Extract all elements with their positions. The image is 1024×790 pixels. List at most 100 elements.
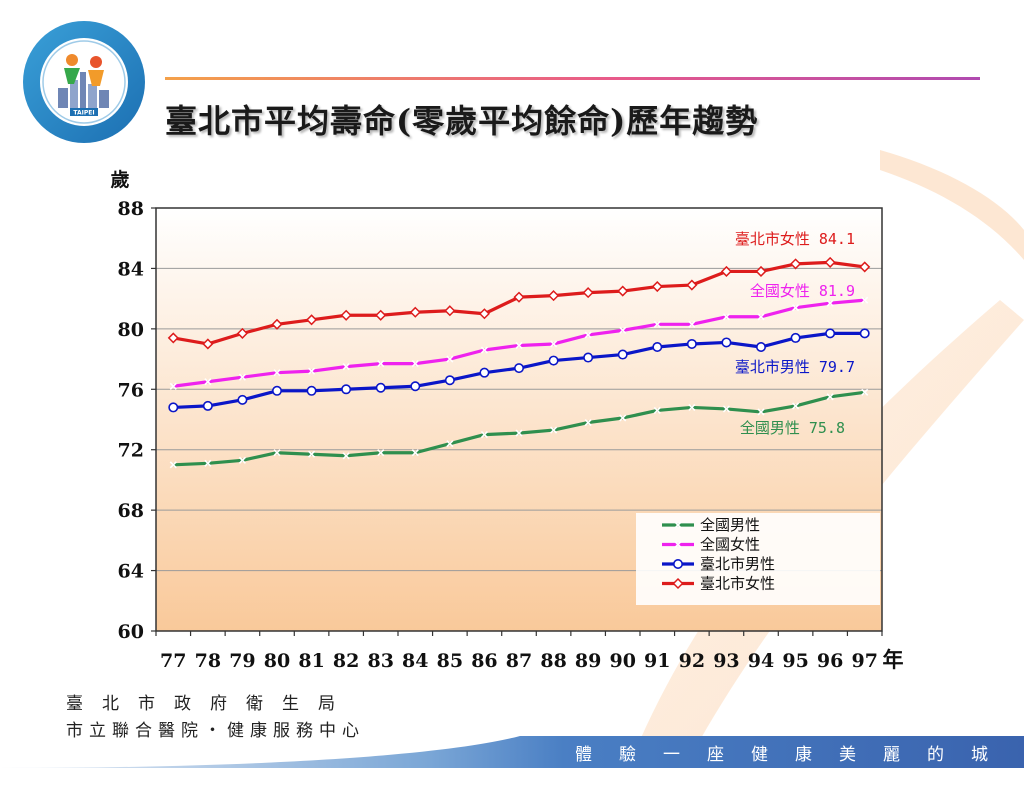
data-point xyxy=(308,367,316,375)
data-point xyxy=(204,378,212,386)
y-axis-label: 歲 xyxy=(110,168,129,191)
data-point xyxy=(548,290,560,302)
data-point xyxy=(619,326,627,334)
data-point xyxy=(550,340,558,348)
legend-entry: 臺北市女性 xyxy=(662,575,775,593)
data-point xyxy=(202,338,214,350)
data-point xyxy=(409,306,421,318)
data-point xyxy=(341,384,352,395)
data-point xyxy=(340,309,352,321)
footer-org-line2: 市立聯合醫院・健康服務中心 xyxy=(66,721,365,741)
series-layer xyxy=(167,256,871,469)
end-label-taipei_female: 臺北市女性 84.1 xyxy=(735,230,855,248)
x-tick-label: 91 xyxy=(644,650,670,672)
svg-text:TAIPEI: TAIPEI xyxy=(73,110,94,117)
data-point xyxy=(480,431,488,439)
legend-entry: 全國女性 xyxy=(662,536,760,554)
x-tick-label: 84 xyxy=(402,650,428,672)
data-point xyxy=(688,403,696,411)
data-point xyxy=(411,360,419,368)
series-taipei_female xyxy=(167,256,871,350)
legend-label: 臺北市女性 xyxy=(700,575,775,593)
taipei-hospital-logo: TAIPEI xyxy=(23,21,145,143)
data-point xyxy=(168,402,179,413)
end-label-national_male: 全國男性 75.8 xyxy=(740,419,845,437)
data-point xyxy=(826,393,834,401)
data-point xyxy=(377,360,385,368)
legend-marker xyxy=(672,577,684,590)
data-point xyxy=(548,355,559,366)
data-point xyxy=(617,349,628,360)
data-point xyxy=(582,287,594,299)
data-point xyxy=(826,299,834,307)
data-point xyxy=(824,256,836,268)
data-point xyxy=(515,341,523,350)
x-tick-label: 82 xyxy=(333,650,359,672)
data-point xyxy=(238,456,246,464)
x-tick-label: 95 xyxy=(782,650,808,672)
data-point xyxy=(859,328,870,339)
end-label-national_female: 全國女性 81.9 xyxy=(750,282,855,300)
footer-slogan: 體驗一座健康美麗的城市 xyxy=(575,745,1015,790)
series-taipei_male xyxy=(168,328,870,413)
data-point xyxy=(446,440,454,448)
data-point xyxy=(169,461,177,469)
data-point xyxy=(721,337,732,348)
data-point xyxy=(686,279,698,291)
decor-swoosh xyxy=(880,150,1024,260)
data-point xyxy=(446,355,454,363)
data-point xyxy=(204,459,212,467)
data-point xyxy=(722,313,730,321)
footer-org-line1: 臺北市政府衛生局 xyxy=(66,694,354,714)
data-point xyxy=(377,449,385,457)
data-point xyxy=(861,388,869,396)
data-point xyxy=(515,429,523,437)
x-tick-label: 96 xyxy=(817,650,843,672)
data-point xyxy=(584,418,592,427)
x-tick-label: 80 xyxy=(264,650,290,672)
data-point xyxy=(236,327,248,339)
data-point xyxy=(792,304,800,312)
data-point xyxy=(825,328,836,339)
data-point xyxy=(444,305,456,317)
x-tick-label: 85 xyxy=(437,650,463,672)
legend-entry: 臺北市男性 xyxy=(662,555,775,573)
end-labels: 全國男性 75.8 全國女性 81.9 臺北市男性 79.7 臺北市女性 84.1 xyxy=(735,230,855,437)
legend-entry: 全國男性 xyxy=(662,516,760,534)
data-point xyxy=(792,402,800,410)
y-tick-label: 80 xyxy=(118,319,144,341)
header-rule xyxy=(165,77,980,80)
legend-label: 臺北市男性 xyxy=(700,555,775,573)
data-point xyxy=(550,426,558,434)
data-point xyxy=(617,285,629,297)
legend-marker xyxy=(674,540,682,549)
y-tick-label: 60 xyxy=(118,621,144,643)
data-point xyxy=(755,265,767,278)
y-tick-label: 72 xyxy=(118,440,144,462)
data-point xyxy=(720,265,732,278)
x-tick-label: 83 xyxy=(367,650,393,672)
data-point xyxy=(169,382,177,390)
data-point xyxy=(375,309,387,321)
data-point xyxy=(410,381,421,392)
data-point xyxy=(238,373,246,381)
data-point xyxy=(478,308,490,320)
data-point xyxy=(306,385,317,396)
y-tick-label: 76 xyxy=(118,379,144,401)
x-tick-label: 88 xyxy=(540,650,566,672)
data-point xyxy=(342,452,350,460)
x-tick-label: 94 xyxy=(748,650,774,672)
legend-label: 全國男性 xyxy=(700,516,760,534)
x-tick-label: 92 xyxy=(679,650,705,672)
data-point xyxy=(444,375,455,386)
data-point xyxy=(755,341,766,352)
data-point xyxy=(653,406,661,415)
data-point xyxy=(375,382,386,393)
data-point xyxy=(273,369,281,377)
x-axis-label: 年 xyxy=(883,647,904,672)
plot-frame xyxy=(155,207,883,632)
x-axis-ticks: 77 78 79 80 81 82 83 84 85 86 87 88 89 90 91 92 93 94 95 96… xyxy=(155,631,883,672)
life-expectancy-chart: 60 64 68 72 76 80 84 88 77 78 79 80 81 82 83 84 85 86 87 8… xyxy=(110,150,1024,740)
data-point xyxy=(686,338,697,349)
footer-bar xyxy=(0,736,1024,768)
